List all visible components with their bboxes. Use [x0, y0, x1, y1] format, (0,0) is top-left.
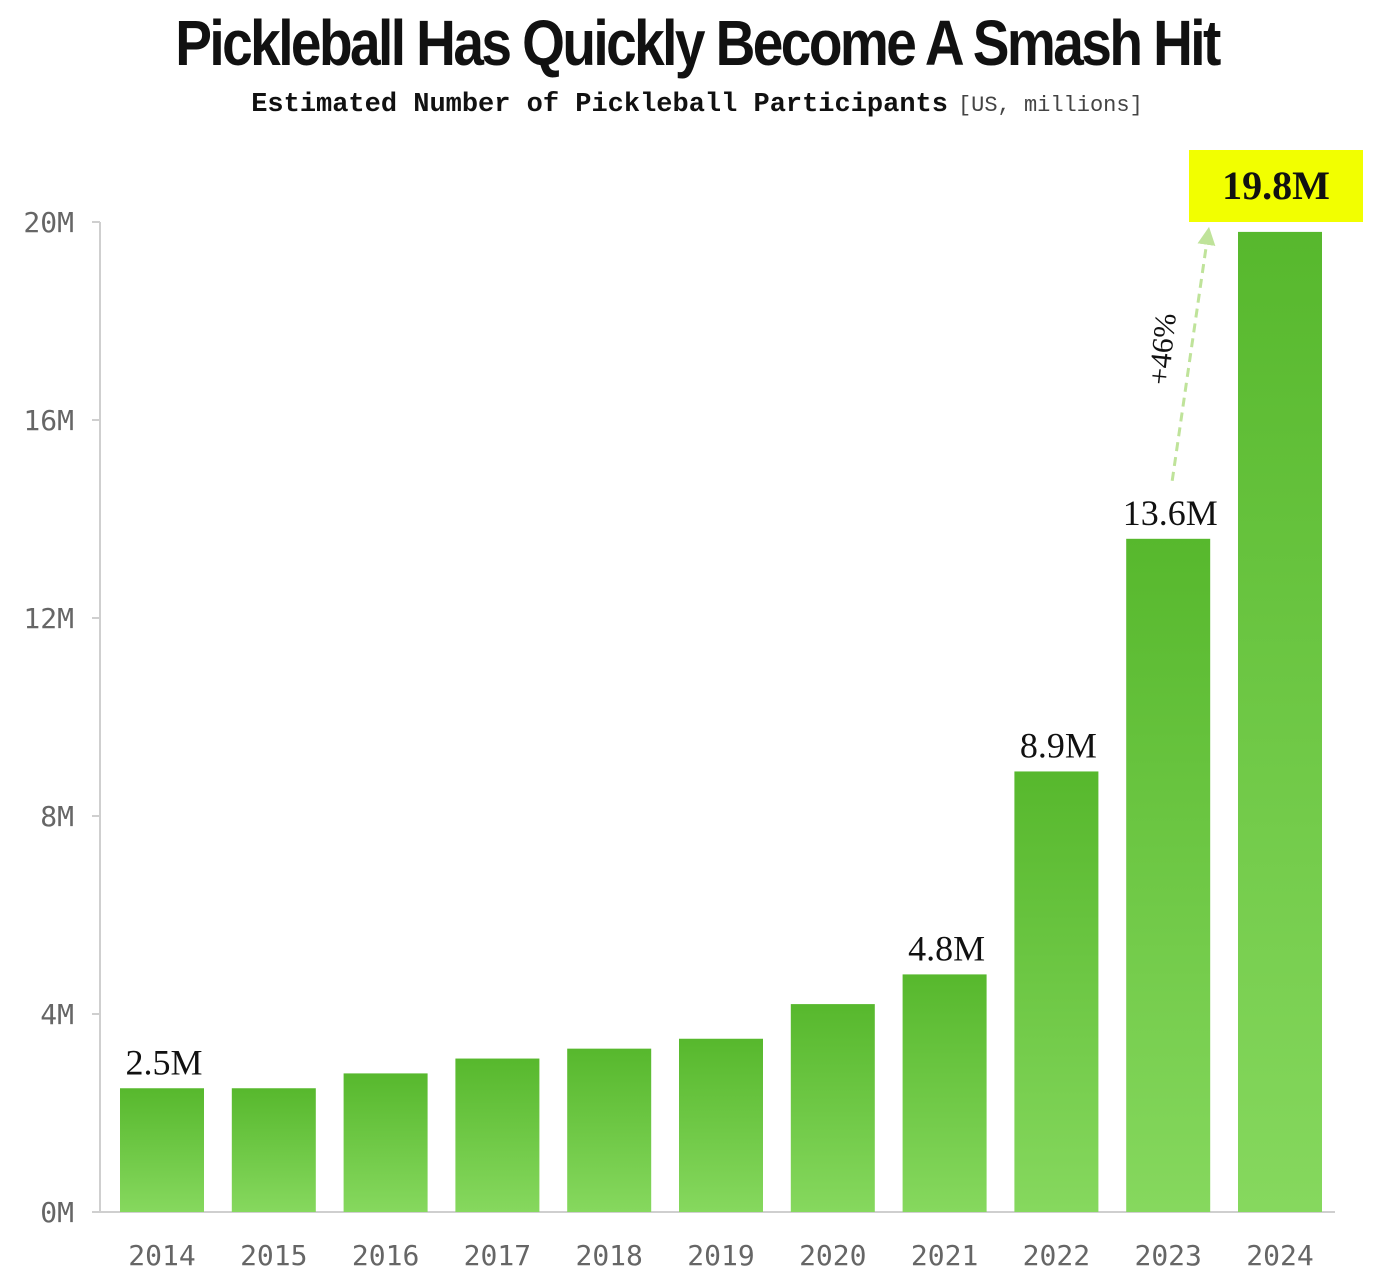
highlight-box	[1189, 150, 1363, 222]
chart-title: Pickleball Has Quickly Become A Smash Hi…	[175, 7, 1221, 79]
bar	[343, 1073, 428, 1212]
growth-arrow	[1170, 226, 1216, 482]
y-tick-label: 16M	[23, 404, 74, 437]
subtitle-text: Estimated Number of Pickleball Participa…	[251, 90, 948, 120]
bar	[120, 1088, 204, 1212]
bar	[902, 974, 987, 1212]
x-tick-label: 2016	[352, 1239, 419, 1272]
chart-subtitle: Estimated Number of Pickleball Participa…	[0, 90, 1394, 120]
x-tick-label: 2014	[128, 1239, 195, 1272]
x-tick-label: 2019	[687, 1239, 754, 1272]
data-label: 4.8M	[908, 928, 985, 968]
bar	[455, 1058, 540, 1212]
x-tick-label: 2021	[911, 1239, 978, 1272]
x-tick-label: 2018	[575, 1239, 642, 1272]
y-tick-label: 12M	[23, 602, 74, 635]
growth-label: +46%	[1142, 312, 1182, 387]
bar	[1014, 771, 1099, 1212]
highlight-label: 19.8M	[1222, 163, 1330, 208]
bar	[1126, 538, 1211, 1212]
x-tick-label: 2022	[1023, 1239, 1090, 1272]
bar	[567, 1048, 652, 1212]
bar	[1238, 231, 1322, 1212]
bar	[231, 1088, 316, 1212]
y-tick-label: 20M	[23, 206, 74, 239]
data-label: 2.5M	[125, 1042, 202, 1082]
x-tick-label: 2017	[464, 1239, 531, 1272]
x-tick-label: 2023	[1134, 1239, 1201, 1272]
x-tick-label: 2015	[240, 1239, 307, 1272]
bar	[790, 1004, 875, 1212]
data-label: 13.6M	[1123, 493, 1218, 533]
y-tick-label: 0M	[40, 1196, 74, 1229]
y-tick-label: 4M	[40, 998, 74, 1031]
data-label: 8.9M	[1020, 725, 1097, 765]
bar	[679, 1038, 763, 1212]
unit-note: [US, millions]	[957, 93, 1143, 118]
x-tick-label: 2024	[1246, 1239, 1313, 1272]
y-tick-label: 8M	[40, 800, 74, 833]
x-tick-label: 2020	[799, 1239, 866, 1272]
